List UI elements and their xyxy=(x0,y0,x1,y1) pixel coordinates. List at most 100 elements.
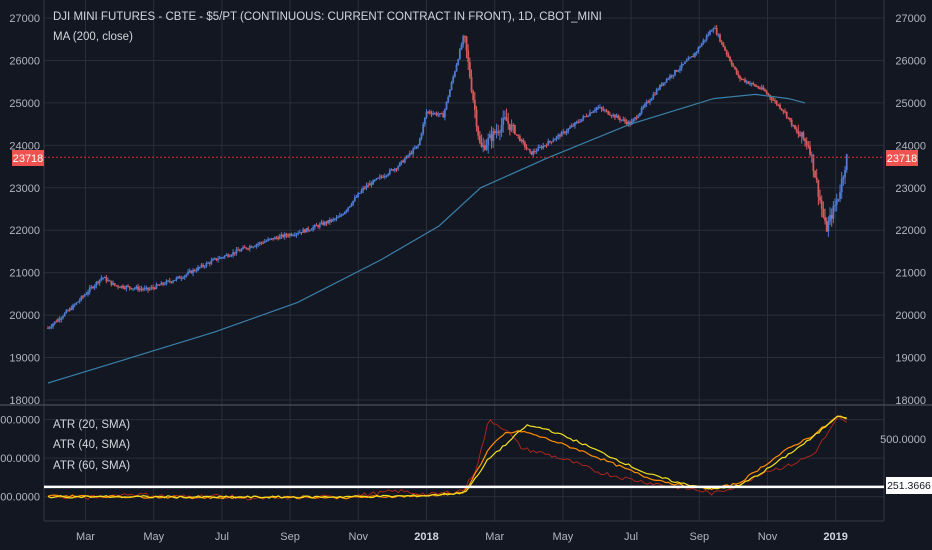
candle-body xyxy=(457,59,460,65)
candle-body xyxy=(238,250,241,252)
candle-body xyxy=(679,68,681,71)
atr-tick-left: 200.0000 xyxy=(0,492,40,504)
candle-body xyxy=(157,284,159,286)
candle-body xyxy=(695,51,698,53)
candle-body xyxy=(810,154,813,156)
candle-body xyxy=(460,44,463,50)
candle-body xyxy=(520,139,523,142)
candle-body xyxy=(325,221,328,224)
candle-body xyxy=(632,119,635,122)
candle-body xyxy=(584,116,586,118)
candle-body xyxy=(115,285,118,287)
ma-legend: MA (200, close) xyxy=(53,31,133,43)
candle-body xyxy=(579,121,581,123)
candle-body xyxy=(265,240,268,242)
price-tick-right: 20000 xyxy=(895,310,926,322)
candle-body xyxy=(530,151,533,155)
candle-body xyxy=(270,238,273,240)
candle-body xyxy=(500,124,503,132)
candle-body xyxy=(52,323,54,327)
candle-body xyxy=(724,47,726,51)
candle-body xyxy=(505,117,508,122)
candle-body xyxy=(664,82,666,84)
candle-body xyxy=(242,247,244,250)
candle-body xyxy=(297,233,300,235)
candle-body xyxy=(802,132,805,139)
candle-body xyxy=(687,58,690,61)
candle-body xyxy=(182,277,184,279)
candle-body xyxy=(153,287,156,289)
candle-body xyxy=(537,147,540,151)
candle-body xyxy=(408,152,411,156)
candle-body xyxy=(88,287,91,293)
price-badge-right: 23718 xyxy=(887,153,918,165)
candle-body xyxy=(168,280,171,282)
candle-body xyxy=(634,117,636,120)
candle-body xyxy=(190,270,193,274)
candle-body xyxy=(308,230,311,232)
candle-body xyxy=(770,97,773,100)
price-tick-right: 19000 xyxy=(895,353,926,365)
candle-body xyxy=(735,68,738,74)
candle-body xyxy=(755,86,758,88)
candle-body xyxy=(759,87,761,89)
candle-body xyxy=(352,200,355,205)
candle-body xyxy=(614,114,616,118)
candle-body xyxy=(550,141,553,143)
candle-body xyxy=(337,217,340,219)
time-tick: May xyxy=(552,531,573,543)
candle-body xyxy=(794,125,796,130)
candle-body xyxy=(95,281,98,286)
candle-body xyxy=(497,131,500,133)
candle-body xyxy=(609,114,611,116)
candle-body xyxy=(513,125,516,135)
candle-body xyxy=(438,113,441,115)
candle-body xyxy=(762,87,765,90)
candle-body xyxy=(370,183,373,185)
time-axis: Mar May Jul Sep Nov 2018 Mar May Jul Sep Nov 2019 xyxy=(76,531,848,543)
candle-body xyxy=(705,35,708,40)
candle-body xyxy=(295,233,298,235)
candle-body xyxy=(844,170,846,177)
candle-body xyxy=(595,107,598,111)
candle-body xyxy=(272,238,275,240)
candle-body xyxy=(132,288,134,290)
candle-body xyxy=(410,152,413,154)
candle-body xyxy=(345,210,348,212)
price-tick-left: 27000 xyxy=(9,13,40,25)
candle-body xyxy=(67,310,69,312)
candle-body xyxy=(150,287,153,289)
atr-legend-60: ATR (60, SMA) xyxy=(53,460,130,472)
candle-body xyxy=(599,107,601,109)
candle-body xyxy=(333,218,336,220)
candle-body xyxy=(348,206,351,208)
candle-body xyxy=(689,57,691,59)
candle-body xyxy=(78,300,81,302)
candle-body xyxy=(63,313,66,317)
candle-body xyxy=(465,36,468,51)
candle-body xyxy=(809,146,811,155)
candle-body xyxy=(729,56,731,61)
candle-body xyxy=(130,287,133,290)
candle-body xyxy=(754,84,756,87)
candle-body xyxy=(433,113,436,115)
candle-body xyxy=(117,285,119,287)
candle-body xyxy=(435,113,438,116)
ma-200-line xyxy=(47,93,806,384)
candle-body xyxy=(694,52,696,57)
candle-body xyxy=(512,124,515,126)
candle-body xyxy=(699,46,701,48)
candle-body xyxy=(532,151,535,155)
candle-body xyxy=(452,76,455,83)
candle-body xyxy=(55,321,58,323)
candle-body xyxy=(273,237,276,240)
candle-body xyxy=(757,86,760,88)
candle-body xyxy=(322,222,325,225)
candle-body xyxy=(250,246,253,248)
candle-body xyxy=(402,160,405,163)
candle-body xyxy=(450,82,453,90)
candle-body xyxy=(240,249,243,251)
candle-body xyxy=(173,280,176,282)
candle-body xyxy=(68,308,71,311)
candle-body xyxy=(262,242,265,244)
